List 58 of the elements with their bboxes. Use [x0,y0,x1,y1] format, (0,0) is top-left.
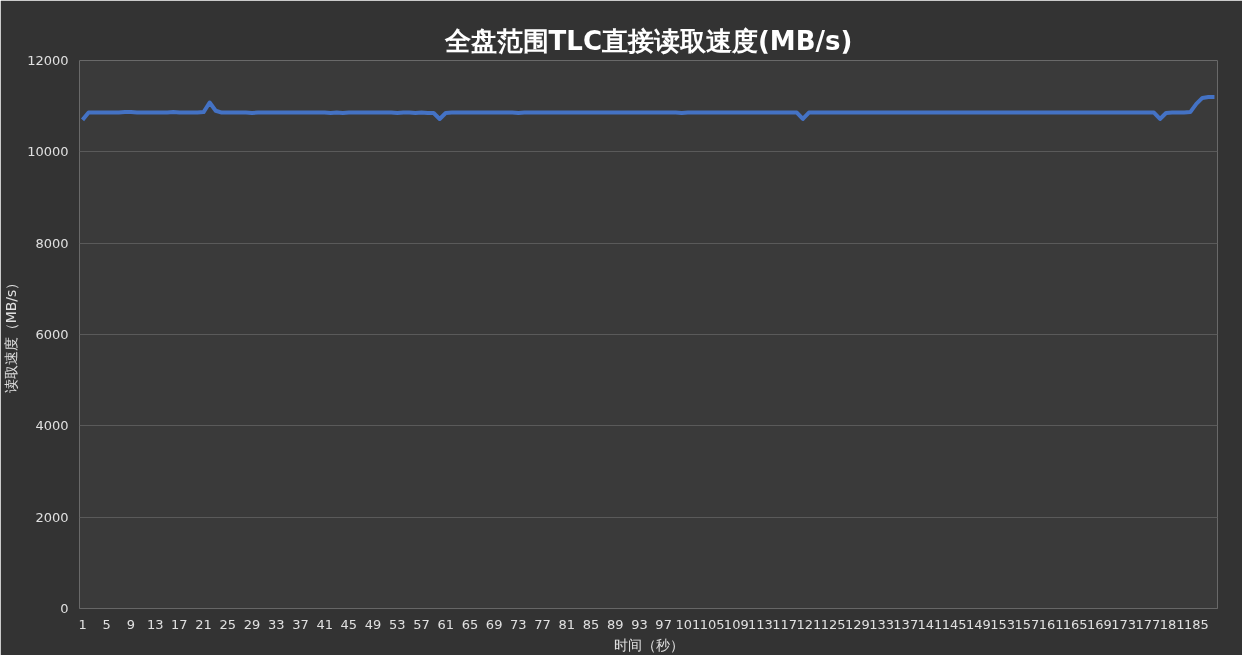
y-tick-label: 6000 [35,327,69,342]
x-tick-label: 185 [1183,616,1209,632]
x-tick-label: 137 [893,616,919,632]
x-tick-label: 181 [1159,616,1185,632]
x-tick-label: 165 [1062,616,1088,632]
x-tick-label: 37 [292,616,309,632]
x-tick-label: 177 [1135,616,1161,632]
x-tick-label: 25 [219,616,237,632]
x-tick-label: 33 [267,616,285,632]
x-tick-label: 29 [243,616,261,632]
chart-title: 全盘范围TLC直接读取速度(MB/s) [443,25,853,56]
x-tick-label: 17 [171,616,188,632]
x-tick-label: 153 [990,616,1016,632]
x-tick-label: 173 [1111,616,1137,632]
x-tick-label: 93 [631,616,648,632]
x-tick-label: 53 [389,616,406,632]
x-tick-label: 169 [1087,616,1112,632]
x-tick-label: 69 [485,616,503,632]
x-tick-label: 117 [772,616,798,632]
x-tick-label: 65 [461,616,479,632]
x-tick-label: 77 [534,616,551,632]
y-tick-label: 8000 [35,235,69,251]
x-tick-label: 149 [965,616,991,632]
x-tick-label: 13 [146,616,164,632]
x-tick-label: 113 [748,616,773,632]
x-tick-label: 125 [820,616,846,632]
y-tick-label: 2000 [35,509,69,525]
x-tick-label: 57 [413,616,430,632]
y-tick-label: 4000 [35,418,69,434]
x-tick-label: 157 [1014,616,1040,632]
x-tick-label: 61 [437,616,454,632]
y-tick-label: 0 [60,601,69,616]
x-tick-label: 1 [78,616,87,632]
line-series [80,95,1217,122]
y-tick-label: 10000 [27,144,69,160]
x-tick-label: 45 [340,616,358,632]
x-tick-label: 109 [723,616,749,632]
x-tick-label: 89 [606,616,624,632]
x-tick-label: 133 [869,616,894,632]
x-tick-label: 105 [699,616,725,632]
x-tick-label: 129 [844,616,870,632]
x-tick-label: 9 [126,616,136,632]
x-tick-label: 121 [796,616,822,632]
x-axis-title: 时间（秒） [613,636,684,653]
x-tick-label: 161 [1038,616,1064,632]
x-tick-label: 145 [941,616,967,632]
y-tick-label: 12000 [27,53,69,68]
x-tick-label: 81 [558,616,576,632]
x-tick-label: 141 [917,616,943,632]
x-tick-label: 41 [316,616,333,632]
y-axis-title: 读取速度（MB/s） [3,275,20,394]
x-tick-label: 97 [655,616,672,632]
x-tick-label: 73 [510,616,527,632]
x-tick-label: 21 [195,616,212,632]
x-tick-label: 101 [675,616,701,632]
x-tick-label: 85 [582,616,600,632]
x-tick-label: 49 [364,616,382,632]
x-tick-label: 5 [102,616,111,632]
